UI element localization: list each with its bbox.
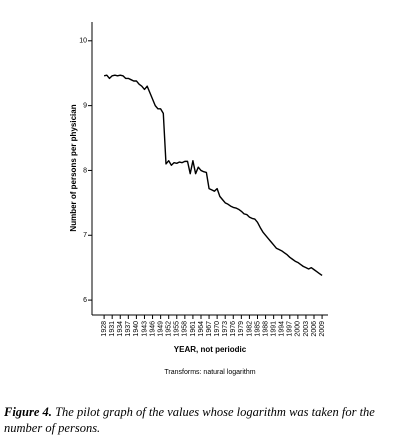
caption: Figure 4. The pilot graph of the values … xyxy=(4,404,408,436)
x-tick-label: 1961 xyxy=(190,321,197,337)
x-tick-label: 1934 xyxy=(117,321,124,337)
y-tick-label: 6 xyxy=(83,297,87,304)
x-tick-label: 2000 xyxy=(295,321,302,337)
x-tick-label: 1994 xyxy=(279,321,286,337)
x-tick-label: 1931 xyxy=(109,321,116,337)
x-tick-label: 2006 xyxy=(311,321,318,337)
x-tick-label: 1940 xyxy=(133,321,140,337)
x-tick-label: 1943 xyxy=(141,321,148,337)
x-tick-label: 1982 xyxy=(246,321,253,337)
data-line xyxy=(103,74,323,277)
y-tick-label: 8 xyxy=(83,167,87,174)
x-tick-label: 1997 xyxy=(287,321,294,337)
chart: Number of persons per physician YEAR, no… xyxy=(69,22,328,376)
x-tick-label: 1970 xyxy=(214,321,221,337)
x-tick-label: 1928 xyxy=(101,321,108,337)
x-axis-title: YEAR, not periodic xyxy=(174,345,247,354)
y-tick-label: 10 xyxy=(79,38,87,45)
x-tick-label: 1988 xyxy=(262,321,269,337)
x-tick-label: 1967 xyxy=(206,321,213,337)
x-tick-label: 1979 xyxy=(238,321,245,337)
x-tick-label: 1964 xyxy=(198,321,205,337)
x-tick-label: 1976 xyxy=(230,321,237,337)
x-tick-label: 1973 xyxy=(222,321,229,337)
x-tick-label: 1985 xyxy=(254,321,261,337)
x-tick-label: 1946 xyxy=(149,321,156,337)
x-tick-label: 1958 xyxy=(182,321,189,337)
caption-text: The pilot graph of the values whose loga… xyxy=(4,405,375,435)
x-tick-label: 1955 xyxy=(174,321,181,337)
x-tick-label: 1991 xyxy=(270,321,277,337)
transform-note: Transforms: natural logarithm xyxy=(164,369,255,376)
x-tick-label: 1952 xyxy=(166,321,173,337)
x-tick-label: 2009 xyxy=(319,321,326,337)
x-tick-label: 1949 xyxy=(157,321,164,337)
x-tick-label: 2003 xyxy=(303,321,310,337)
x-tick-label: 1937 xyxy=(125,321,132,337)
y-tick-label: 7 xyxy=(83,232,87,239)
y-tick-label: 9 xyxy=(83,102,87,109)
caption-label: Figure 4. xyxy=(4,405,52,419)
y-axis-title: Number of persons per physician xyxy=(69,104,78,231)
